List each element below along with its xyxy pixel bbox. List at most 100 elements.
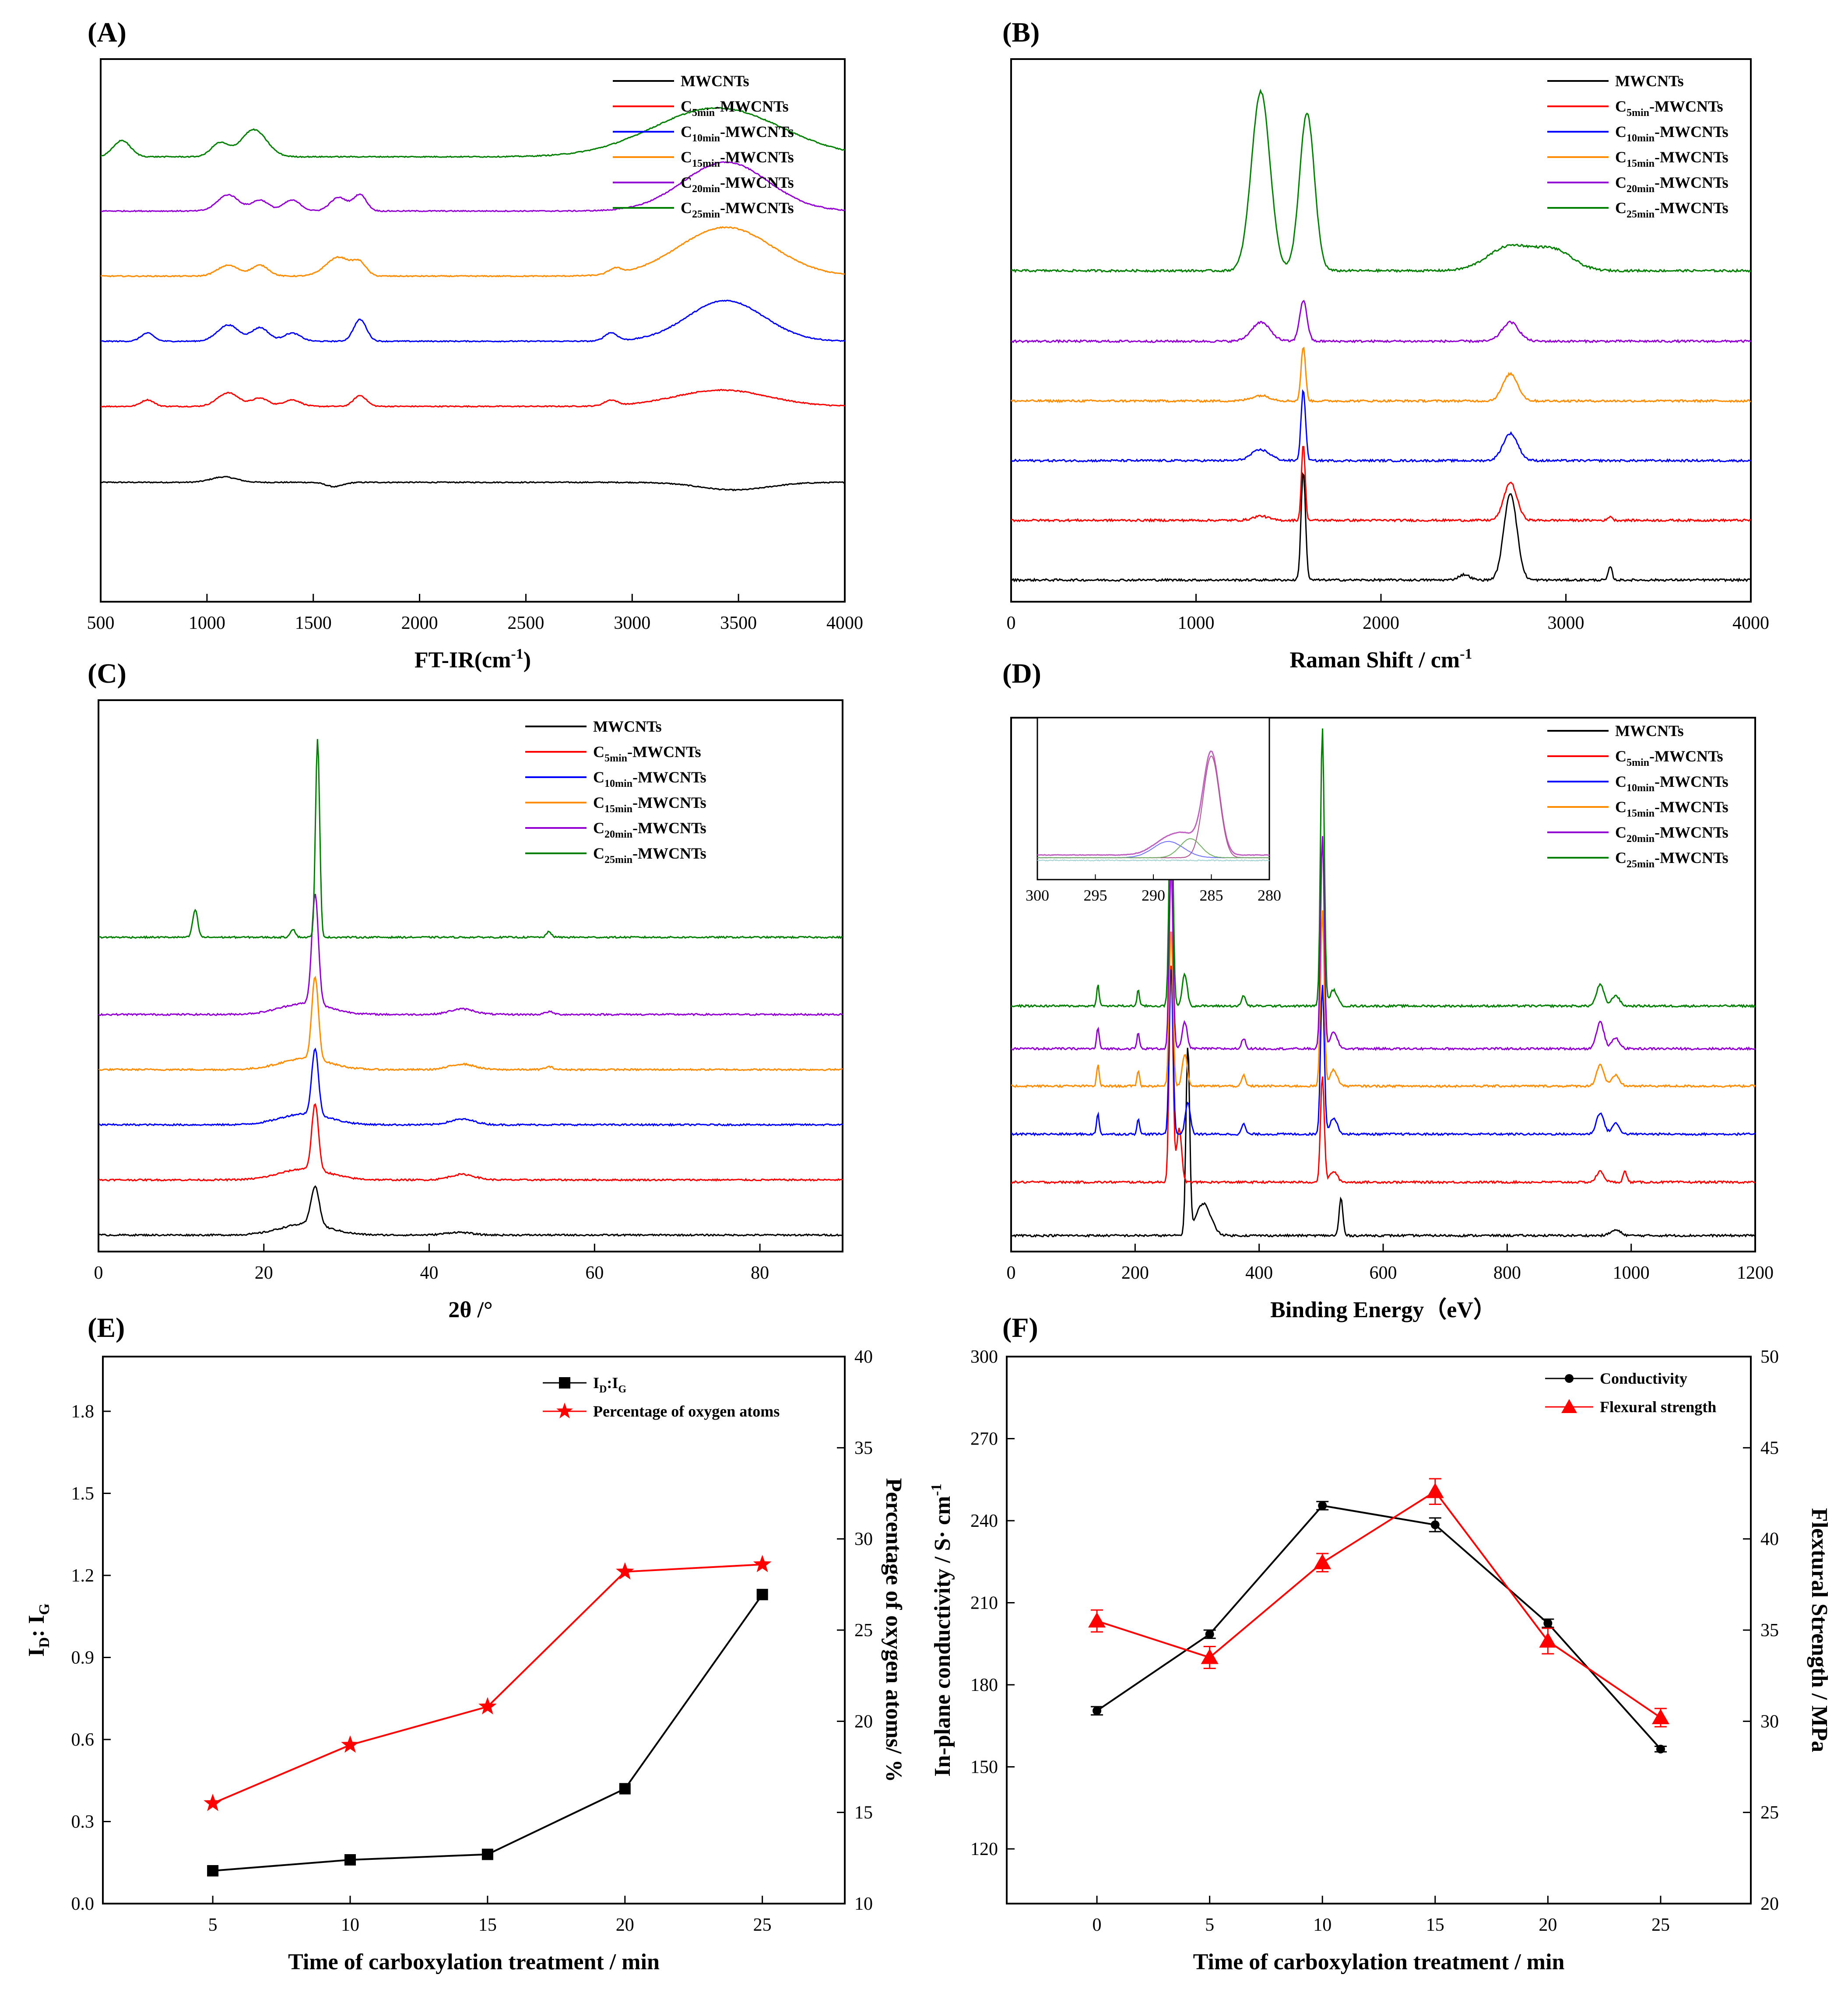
- spectrum-c10min-mwcnts: [1011, 969, 1756, 1136]
- data-point-triangle: [1201, 1648, 1219, 1664]
- left-y-tick-label: 210: [970, 1593, 998, 1613]
- panel-label: (B): [1002, 17, 1040, 48]
- legend-entry: C5min-MWCNTs: [681, 98, 789, 119]
- y-axis-label: ID: IG: [24, 1603, 53, 1657]
- inset-x-tick-label: 280: [1258, 887, 1281, 904]
- legend-marker-circle: [1565, 1374, 1574, 1383]
- right-y-tick-label: 10: [854, 1894, 873, 1914]
- panel-label: (C): [88, 658, 126, 689]
- legend-entry: Flexural strength: [1600, 1398, 1716, 1416]
- x-tick-label: 20: [616, 1915, 634, 1935]
- inset-c1s-envelope: [1037, 751, 1270, 856]
- data-point-square: [481, 1848, 493, 1860]
- panel-label: (A): [88, 17, 126, 48]
- x-tick-label: 1500: [295, 613, 332, 633]
- data-point-square: [756, 1589, 768, 1600]
- legend-entry: C20min-MWCNTs: [1615, 174, 1729, 195]
- spectrum-c20min-mwcnts: [100, 161, 845, 213]
- spectrum-c20min-mwcnts: [98, 894, 843, 1017]
- spectrum-c5min-mwcnts: [1011, 965, 1756, 1185]
- spectrum-c20min-mwcnts: [1011, 299, 1752, 344]
- left-y-tick-label: 1.8: [71, 1402, 95, 1422]
- legend-marker-star: [556, 1403, 573, 1419]
- x-tick-label: 600: [1370, 1263, 1397, 1283]
- left-y-tick-label: 0.3: [71, 1812, 95, 1832]
- right-y-tick-label: 30: [1760, 1711, 1779, 1732]
- left-y-tick-label: 0.0: [71, 1894, 95, 1914]
- data-point-triangle: [1651, 1709, 1669, 1724]
- x-tick-label: 0: [1007, 1263, 1016, 1283]
- x-tick-label: 1000: [189, 613, 225, 633]
- right-y-tick-label: 35: [854, 1438, 873, 1458]
- left-y-tick-label: 0.6: [71, 1730, 95, 1750]
- spectrum-c25min-mwcnts: [100, 106, 845, 158]
- right-y-tick-label: 45: [1760, 1438, 1779, 1458]
- data-point-triangle: [1314, 1554, 1332, 1569]
- x-tick-label: 500: [87, 613, 115, 633]
- spectrum-mwcnts: [1011, 1048, 1756, 1238]
- spectrum-c5min-mwcnts: [100, 389, 845, 408]
- spectrum-c20min-mwcnts: [1011, 836, 1756, 1051]
- spectrum-c10min-mwcnts: [100, 299, 845, 343]
- spectrum-mwcnts: [98, 1185, 843, 1237]
- right-y-tick-label: 25: [1760, 1803, 1779, 1823]
- legend-entry: C20min-MWCNTs: [1615, 824, 1729, 845]
- spectrum-c25min-mwcnts: [98, 739, 843, 940]
- x-tick-label: 0: [94, 1263, 103, 1283]
- data-point-circle: [1205, 1630, 1214, 1639]
- legend-marker-triangle: [1561, 1399, 1577, 1413]
- spectrum-mwcnts: [100, 476, 845, 491]
- data-point-square: [619, 1783, 631, 1795]
- x-tick-label: 800: [1493, 1263, 1521, 1283]
- x-tick-label: 10: [1313, 1915, 1332, 1935]
- x-tick-label: 5: [208, 1915, 218, 1935]
- spectrum-c25min-mwcnts: [1011, 88, 1752, 274]
- series-line-1: [1096, 1490, 1662, 1718]
- x-tick-label: 2000: [1363, 613, 1399, 633]
- series-line-1: [212, 1564, 762, 1804]
- spectrum-c15min-mwcnts: [98, 975, 843, 1072]
- x-tick-label: 20: [255, 1263, 273, 1283]
- left-y-tick-label: 1.2: [71, 1566, 95, 1586]
- x-axis-label: 2θ /°: [448, 1298, 492, 1322]
- spectrum-c15min-mwcnts: [100, 226, 845, 278]
- x-tick-label: 2500: [507, 613, 544, 633]
- spectrum-c10min-mwcnts: [1010, 389, 1751, 463]
- right-y-tick-label: 20: [1760, 1894, 1779, 1914]
- legend-entry: Percentage of oxygen atoms: [593, 1403, 780, 1420]
- series-line-0: [212, 1594, 763, 1872]
- legend-entry: C25min-MWCNTs: [681, 199, 794, 220]
- x-axis-label: Binding Energy（eV）: [1270, 1297, 1496, 1322]
- data-point-triangle: [1426, 1483, 1444, 1498]
- x-axis-label: Time of carboxylation treatment / min: [1193, 1950, 1565, 1974]
- right-y-tick-label: 25: [854, 1620, 873, 1641]
- x-tick-label: 1200: [1737, 1263, 1774, 1283]
- legend-entry: C20min-MWCNTs: [593, 819, 706, 840]
- panel-e: (E) 5 10 15 20 25 0.0 0.3 0.6 0.9 1.2 1.5 1.8 10 15 20 2…: [24, 1312, 906, 1974]
- inset-x-tick-label: 295: [1084, 887, 1107, 904]
- spectrum-c10min-mwcnts: [98, 1047, 843, 1127]
- panel-label: (D): [1002, 658, 1041, 689]
- data-point-square: [207, 1865, 219, 1876]
- x-tick-label: 3500: [720, 613, 757, 633]
- right-y-tick-label: 30: [854, 1529, 873, 1550]
- x-tick-label: 4000: [1732, 613, 1769, 633]
- right-y-tick-label: 15: [854, 1803, 873, 1823]
- x-tick-label: 40: [420, 1263, 439, 1283]
- x-tick-label: 5: [1205, 1915, 1214, 1935]
- legend-entry: C25min-MWCNTs: [1615, 849, 1729, 870]
- legend-entry: C10min-MWCNTs: [681, 123, 794, 144]
- x-tick-label: 15: [478, 1915, 497, 1935]
- spectrum-mwcnts: [1011, 472, 1751, 583]
- x-axis-label: FT-IR(cm-1): [415, 646, 531, 673]
- data-point-circle: [1543, 1619, 1553, 1628]
- left-y-tick-label: 150: [970, 1757, 998, 1778]
- legend-entry: C10min-MWCNTs: [593, 768, 706, 789]
- left-y-tick-label: 180: [970, 1675, 998, 1695]
- x-tick-label: 3000: [1548, 613, 1585, 633]
- inset-x-tick-label: 290: [1142, 887, 1165, 904]
- legend-entry: C15min-MWCNTs: [1615, 798, 1729, 819]
- data-point-circle: [1093, 1706, 1102, 1715]
- legend-marker-square: [559, 1377, 570, 1389]
